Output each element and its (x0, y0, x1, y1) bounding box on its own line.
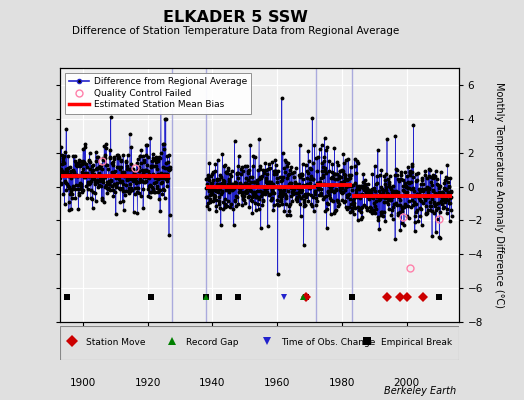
Text: Empirical Break: Empirical Break (381, 338, 452, 347)
Y-axis label: Monthly Temperature Anomaly Difference (°C): Monthly Temperature Anomaly Difference (… (494, 82, 504, 308)
Text: 2000: 2000 (394, 378, 420, 388)
Text: 1960: 1960 (264, 378, 290, 388)
Text: Difference of Station Temperature Data from Regional Average: Difference of Station Temperature Data f… (72, 26, 399, 36)
Text: Record Gap: Record Gap (185, 338, 238, 347)
Text: 1980: 1980 (329, 378, 355, 388)
Text: 1940: 1940 (199, 378, 226, 388)
FancyBboxPatch shape (60, 326, 458, 360)
Text: 1920: 1920 (135, 378, 161, 388)
Text: ELKADER 5 SSW: ELKADER 5 SSW (163, 10, 308, 25)
Text: Berkeley Earth: Berkeley Earth (384, 386, 456, 396)
Text: Time of Obs. Change: Time of Obs. Change (281, 338, 376, 347)
Text: Station Move: Station Move (86, 338, 146, 347)
Text: 1900: 1900 (70, 378, 96, 388)
Legend: Difference from Regional Average, Quality Control Failed, Estimated Station Mean: Difference from Regional Average, Qualit… (65, 72, 252, 114)
